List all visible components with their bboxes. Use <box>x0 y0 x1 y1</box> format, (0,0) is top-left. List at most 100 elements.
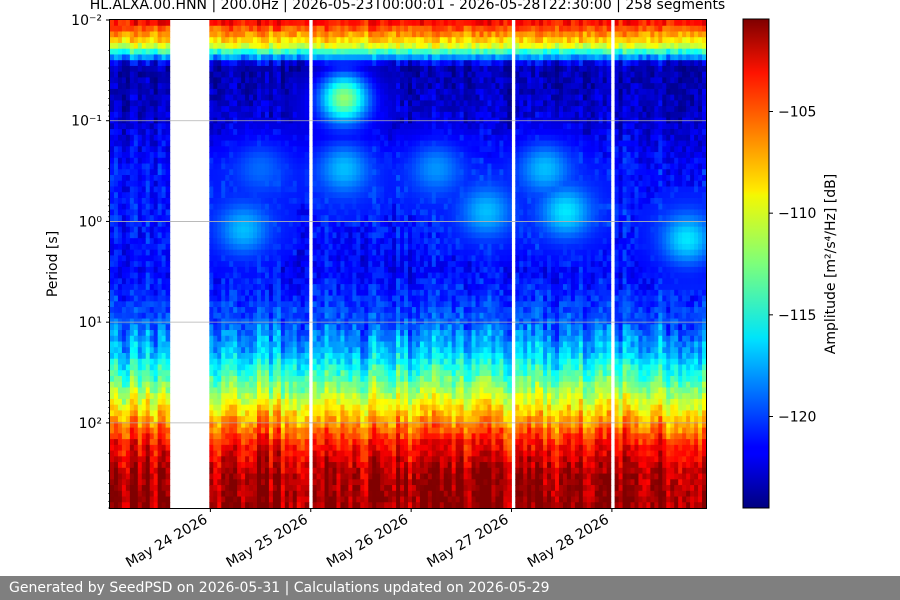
heatmap-cell <box>253 485 258 492</box>
heatmap-cell <box>292 301 298 308</box>
heatmap-cell <box>332 358 338 366</box>
heatmap-cell <box>165 238 171 245</box>
heatmap-cell <box>260 462 266 469</box>
heatmap-cell <box>320 307 326 314</box>
heatmap-cell <box>257 439 262 446</box>
heatmap-cell <box>153 347 159 354</box>
heatmap-cell <box>272 100 278 107</box>
heatmap-cell <box>225 209 230 216</box>
heatmap-cell <box>276 284 282 291</box>
heatmap-cell <box>336 375 342 383</box>
heatmap-cell <box>229 439 234 446</box>
heatmap-cell <box>284 295 290 302</box>
heatmap-cell <box>125 129 131 136</box>
heatmap-cell <box>249 77 254 84</box>
heatmap-cell <box>133 60 139 67</box>
heatmap-cell <box>245 243 250 251</box>
heatmap-cell <box>348 31 353 38</box>
heatmap-cell <box>125 203 131 211</box>
heatmap-cell <box>288 295 294 302</box>
heatmap-cell <box>217 106 222 113</box>
heatmap-cell <box>272 197 278 205</box>
heatmap-cell <box>336 175 342 182</box>
heatmap-cell <box>272 106 278 113</box>
heatmap-cell <box>352 175 357 182</box>
heatmap-cell <box>344 157 349 165</box>
heatmap-cell <box>380 307 385 314</box>
heatmap-cell <box>364 284 369 291</box>
heatmap-cell <box>241 152 246 159</box>
heatmap-cell <box>324 444 330 452</box>
heatmap-cell <box>356 370 361 377</box>
heatmap-cell <box>217 20 222 27</box>
heatmap-cell <box>276 410 282 417</box>
heatmap-cell <box>117 289 123 297</box>
heatmap-cell <box>237 215 242 222</box>
heatmap-cell <box>280 496 286 503</box>
heatmap-cell <box>364 416 369 423</box>
heatmap-cell <box>300 318 306 325</box>
heatmap-cell <box>384 266 389 274</box>
heatmap-cell <box>245 370 250 377</box>
heatmap-cell <box>237 226 242 234</box>
heatmap-cell <box>352 88 357 96</box>
heatmap-cell <box>117 410 123 417</box>
heatmap-cell <box>316 347 322 354</box>
heatmap-cell <box>320 83 326 90</box>
heatmap-cell <box>304 352 310 360</box>
heatmap-cell <box>300 341 306 348</box>
heatmap-cell <box>145 31 151 38</box>
heatmap-cell <box>249 421 254 429</box>
heatmap-cell <box>237 134 242 142</box>
heatmap-cell <box>145 54 151 61</box>
heatmap-cell <box>296 192 302 199</box>
heatmap-cell <box>110 318 115 325</box>
heatmap-cell <box>264 94 270 101</box>
heatmap-cell <box>249 398 254 406</box>
heatmap-cell <box>316 106 322 113</box>
heatmap-cell <box>133 186 139 193</box>
heatmap-cell <box>324 479 330 486</box>
heatmap-cell <box>268 71 274 79</box>
heatmap-cell <box>229 450 234 457</box>
heatmap-cell <box>149 94 155 101</box>
heatmap-cell <box>125 289 131 297</box>
heatmap-cell <box>380 410 385 417</box>
heatmap-cell <box>110 456 115 463</box>
heatmap-cell <box>245 352 250 360</box>
heatmap-cell <box>268 502 274 509</box>
heatmap-cell <box>356 398 361 406</box>
heatmap-cell <box>380 100 385 107</box>
heatmap-cell <box>110 485 115 492</box>
heatmap-cell <box>332 232 338 239</box>
heatmap-cell <box>316 134 322 142</box>
heatmap-cell <box>304 238 310 245</box>
heatmap-cell <box>209 186 214 193</box>
heatmap-cell <box>296 375 302 383</box>
heatmap-cell <box>245 48 250 56</box>
heatmap-cell <box>380 111 385 119</box>
heatmap-cell <box>229 111 234 119</box>
heatmap-cell <box>344 106 349 113</box>
heatmap-cell <box>110 152 115 159</box>
heatmap-cell <box>225 307 230 314</box>
heatmap-cell <box>312 439 318 446</box>
heatmap-cell <box>253 83 258 90</box>
heatmap-cell <box>110 352 115 360</box>
heatmap-cell <box>260 421 266 429</box>
heatmap-cell <box>304 444 310 452</box>
heatmap-cell <box>161 25 167 33</box>
heatmap-cell <box>376 301 381 308</box>
heatmap-cell <box>110 111 115 119</box>
heatmap-cell <box>121 496 127 503</box>
heatmap-cell <box>213 54 218 61</box>
heatmap-cell <box>372 243 377 251</box>
heatmap-cell <box>292 358 298 366</box>
heatmap-cell <box>113 106 119 113</box>
heatmap-cell <box>360 255 365 262</box>
heatmap-cell <box>312 370 318 377</box>
heatmap-cell <box>304 312 310 320</box>
heatmap-cell <box>272 255 278 262</box>
heatmap-cell <box>161 266 167 274</box>
heatmap-cell <box>288 192 294 199</box>
